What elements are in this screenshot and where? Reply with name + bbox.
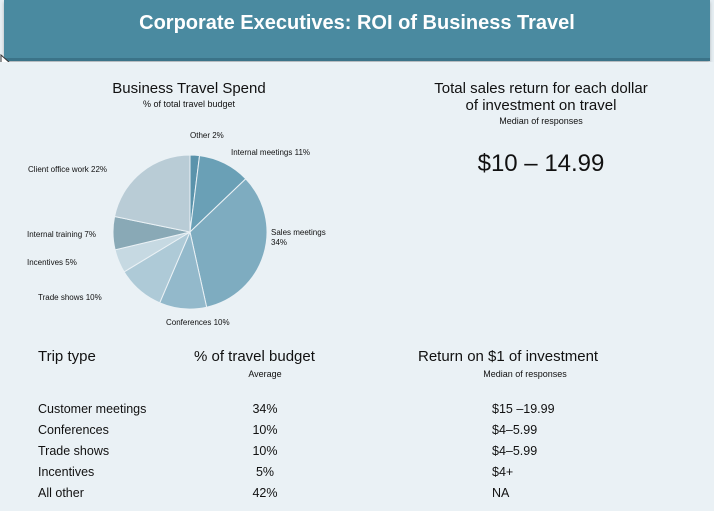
roi-value: $10 – 14.99	[477, 150, 605, 177]
return-cell: $4–5.99	[492, 423, 538, 437]
return-cell: $15 –19.99	[492, 402, 555, 416]
return-cell: $4+	[492, 465, 514, 479]
pie-label-client-office-work: Client office work 22%	[28, 165, 107, 174]
pie-label-other: Other 2%	[190, 131, 224, 140]
content-panel	[0, 62, 714, 511]
return-cell: NA	[492, 486, 510, 500]
header-banner: Corporate Executives: ROI of Business Tr…	[4, 0, 710, 61]
roi-title-line1: Total sales return for each dollar	[434, 80, 648, 97]
pie-slice-7	[113, 154, 191, 233]
trip-type-cell: Customer meetings	[38, 402, 147, 416]
pie-chart-title: Business Travel Spend	[112, 80, 266, 97]
header-trip-type: Trip type	[38, 348, 96, 365]
pie-label-internal-training: Internal training 7%	[27, 230, 96, 239]
header-budget: % of travel budget	[194, 348, 315, 365]
trip-type-cell: All other	[38, 486, 84, 500]
trip-type-cell: Conferences	[38, 423, 109, 437]
page-title: Corporate Executives: ROI of Business Tr…	[139, 12, 575, 34]
roi-subtitle: Median of responses	[499, 116, 583, 126]
header-return: Return on $1 of investment	[418, 348, 599, 365]
header-budget-sub: Average	[248, 369, 282, 379]
pie-label-sales-meetings: Sales meetings 34%	[271, 228, 341, 248]
return-cell: $4–5.99	[492, 444, 538, 458]
trip-type-cell: Incentives	[38, 465, 95, 479]
roi-title-line2: of investment on travel	[465, 97, 617, 114]
pie-slice-2	[189, 178, 268, 308]
budget-cell: 5%	[255, 465, 275, 479]
budget-cell: 10%	[252, 423, 278, 437]
header-return-sub: Median of responses	[483, 369, 567, 379]
roi-title: Total sales return for each dollar of in…	[400, 80, 682, 114]
pie-label-trade-shows: Trade shows 10%	[38, 293, 102, 302]
budget-cell: 34%	[252, 402, 278, 416]
pie-label-internal-meetings: Internal meetings 11%	[231, 148, 311, 157]
trip-type-cell: Trade shows	[38, 444, 110, 458]
pie-label-conferences: Conferences 10%	[166, 318, 230, 327]
pie-label-incentives: Incentives 5%	[27, 258, 77, 267]
pie-chart-subtitle: % of total travel budget	[142, 99, 236, 109]
budget-cell: 10%	[252, 444, 278, 458]
pie-label-sales-meetings-text: Sales meetings 34%	[271, 228, 326, 247]
budget-cell: 42%	[252, 486, 278, 500]
